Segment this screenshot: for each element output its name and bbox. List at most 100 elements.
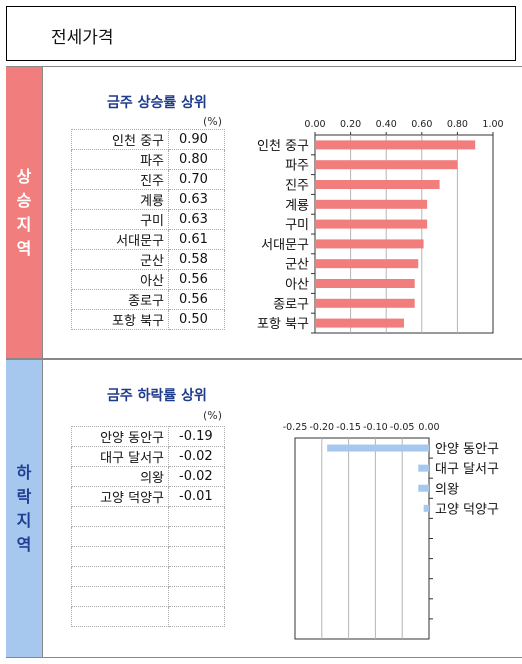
rise-tick-label: 0.00	[304, 119, 325, 130]
rise-chart: 0.00 0.20 0.40 0.60 0.80 1.00 인천 중구파주진주계룡구미서대문…	[257, 119, 504, 334]
rise-table-region-name: 계룡	[71, 189, 169, 210]
rise-category-label: 종로구	[273, 297, 309, 312]
rise-table-region-name: 포항 북구	[71, 309, 169, 330]
rise-bar	[315, 318, 404, 328]
rise-category-label: 계룡	[285, 198, 309, 213]
fall-table-region-name	[71, 506, 169, 527]
page-title: 전세가격	[51, 28, 114, 48]
rise-bar	[315, 199, 428, 209]
rise-panel: 금주 상승률 상위 (%) 인천 중구 0.90 파주 0.80 진주 0.70 계룡 0.6…	[42, 67, 520, 358]
fall-table-region-name	[71, 546, 169, 567]
fall-title: 금주 하락률 상위	[107, 388, 207, 404]
fall-panel: 금주 하락률 상위 (%) 안양 동안구 -0.19 대구 달서구 -0.02 의왕 -0…	[42, 360, 520, 657]
rise-bar	[315, 140, 476, 150]
rise-table-row: 아산 0.56	[71, 269, 225, 290]
rise-category-label: 파주	[285, 159, 309, 174]
fall-table-region-name	[71, 586, 169, 607]
rise-side-char: 역	[16, 238, 32, 258]
fall-table-region-name: 고양 덕양구	[71, 486, 169, 507]
rise-table-region-name: 군산	[71, 249, 169, 270]
rise-bar	[315, 259, 419, 269]
rise-table-row: 서대문구 0.61	[71, 229, 225, 250]
rise-table-row: 군산 0.58	[71, 249, 225, 270]
fall-table-row	[71, 526, 225, 547]
fall-table-row: 고양 덕양구 -0.01	[71, 486, 225, 507]
fall-section: 하 락 지 역 금주 하락률 상위 (%) 안양 동안구 -0.19 대구 달서구 -…	[6, 359, 522, 658]
fall-table-region-value	[168, 506, 225, 527]
rise-category-label: 구미	[285, 218, 309, 233]
rise-bar	[315, 180, 440, 189]
fall-category-label: 안양 동안구	[435, 442, 499, 457]
fall-side-char: 지	[16, 510, 32, 530]
fall-tick-label: -0.05	[390, 422, 415, 433]
rise-table-region-name: 파주	[71, 149, 169, 170]
rise-bar	[315, 160, 458, 170]
rise-category-label: 포항 북구	[257, 317, 309, 332]
rise-table-region-name: 구미	[71, 209, 169, 230]
rise-table-row: 종로구 0.56	[71, 289, 225, 310]
fall-tick-label: 0.00	[418, 422, 439, 433]
rise-category-label: 인천 중구	[257, 139, 309, 154]
rise-category-label: 군산	[285, 258, 309, 273]
rise-table-region-value: 0.61	[168, 229, 225, 250]
rise-table-region-value: 0.50	[168, 309, 225, 330]
fall-table-region-name	[71, 566, 169, 587]
fall-side-label: 하 락 지 역	[6, 360, 42, 657]
rise-table-region-value: 0.63	[168, 209, 225, 230]
rise-section: 상 승 지 역 금주 상승률 상위 (%) 인천 중구 0.90 파주 0.80 진주 0…	[6, 66, 522, 359]
rise-table-region-value: 0.56	[168, 269, 225, 290]
rise-table-region-value: 0.70	[168, 169, 225, 190]
fall-table-row	[71, 566, 225, 587]
fall-category-label: 의왕	[435, 482, 459, 497]
fall-table-region-value: -0.01	[168, 486, 225, 507]
rise-unit: (%)	[203, 115, 223, 128]
rise-table-region-value: 0.56	[168, 289, 225, 310]
fall-category-label: 대구 달서구	[435, 462, 499, 477]
fall-table-region-name: 의왕	[71, 466, 169, 487]
rise-table-region-name: 진주	[71, 169, 169, 190]
rise-table-row: 파주 0.80	[71, 149, 225, 170]
rise-side-char: 승	[16, 190, 32, 210]
rise-table-region-name: 인천 중구	[71, 129, 169, 150]
rise-table: 인천 중구 0.90 파주 0.80 진주 0.70 계룡 0.63 구미 0.63 서대문구 0.6…	[71, 129, 225, 330]
fall-table-row	[71, 546, 225, 567]
rise-tick-label: 0.80	[447, 119, 468, 130]
rise-table-region-value: 0.90	[168, 129, 225, 150]
rise-table-row: 진주 0.70	[71, 169, 225, 190]
rise-table-region-name: 아산	[71, 269, 169, 290]
rise-bar	[315, 279, 415, 288]
fall-table-region-value: -0.02	[168, 446, 225, 467]
fall-side-char: 역	[16, 534, 32, 554]
rise-table-row: 계룡 0.63	[71, 189, 225, 210]
fall-table-region-value	[168, 566, 225, 587]
fall-table-region-name: 대구 달서구	[71, 446, 169, 467]
fall-side-char: 락	[16, 486, 32, 506]
fall-plot-frame	[294, 437, 430, 640]
fall-table-region-value: -0.02	[168, 466, 225, 487]
fall-table-region-value	[168, 546, 225, 567]
rise-tick-label: 1.00	[482, 119, 503, 130]
page-header: 전세가격	[6, 6, 516, 61]
rise-table-region-name: 서대문구	[71, 229, 169, 250]
rise-table-region-value: 0.80	[168, 149, 225, 170]
fall-table-region-name	[71, 606, 169, 627]
fall-bar	[423, 504, 429, 512]
fall-unit: (%)	[203, 409, 223, 422]
fall-table-region-value: -0.19	[168, 426, 225, 447]
rise-tick-label: 0.40	[376, 119, 397, 130]
fall-table-row: 의왕 -0.02	[71, 466, 225, 487]
rise-table-row: 포항 북구 0.50	[71, 309, 225, 330]
fall-table-region-name	[71, 526, 169, 547]
rise-category-label: 서대문구	[261, 238, 309, 253]
rise-side-label: 상 승 지 역	[6, 67, 42, 358]
fall-bar	[418, 464, 429, 472]
rise-bar	[315, 239, 424, 249]
fall-table-row	[71, 606, 225, 627]
rise-tick-label: 0.20	[340, 119, 361, 130]
fall-tick-label: -0.25	[283, 422, 308, 433]
rise-tick-label: 0.60	[411, 119, 432, 130]
rise-category-label: 아산	[285, 278, 309, 293]
rise-table-row: 구미 0.63	[71, 209, 225, 230]
rise-side-char: 상	[16, 166, 32, 186]
